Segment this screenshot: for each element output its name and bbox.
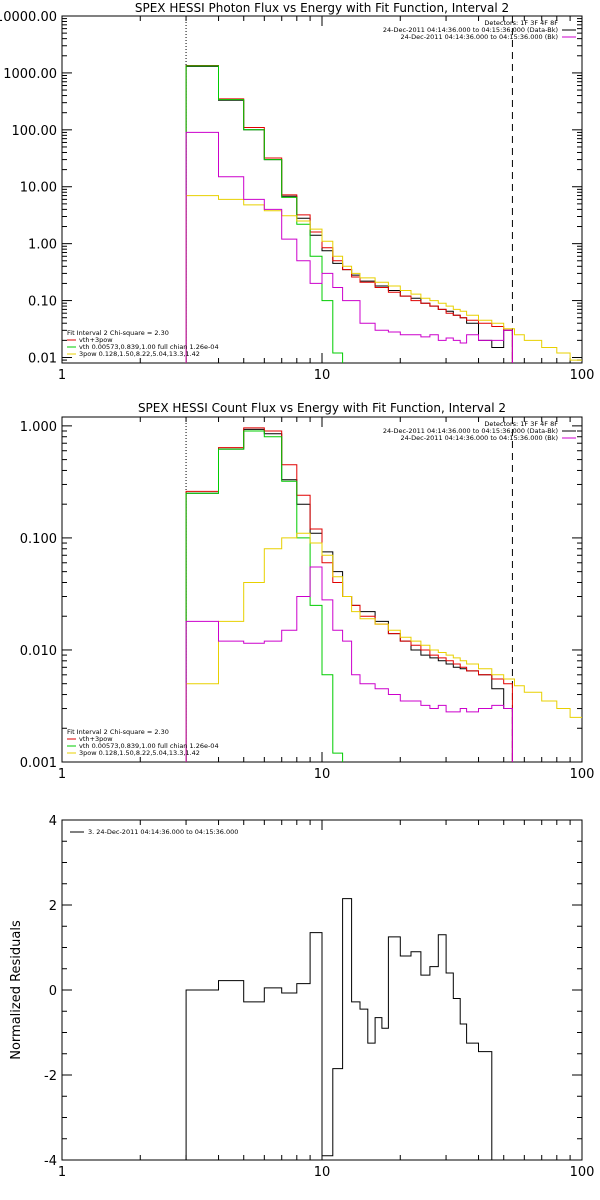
- count-series-line-3: [185, 532, 582, 762]
- residual-legend-text: 3. 24-Dec-2011 04:14:36.000 to 04:15:36.…: [88, 828, 238, 836]
- count-legend-text: Fit Interval 2 Chi-square = 2.30: [67, 728, 169, 736]
- photon-series-line-1: [185, 65, 513, 363]
- residual-y-tick-label: 4: [49, 814, 57, 829]
- photon-y-tick-label: 10.00: [20, 181, 57, 196]
- residual-y-tick-label: 0: [49, 984, 57, 999]
- photon-y-tick-label: 0.01: [28, 351, 57, 366]
- photon-series-line-0: [185, 65, 513, 363]
- photon-x-tick-label: 100: [570, 368, 595, 383]
- photon-series-line-3: [185, 195, 582, 363]
- count-y-tick-label: 1.000: [20, 420, 57, 435]
- photon-legend-text: 24-Dec-2011 04:14:36.000 to 04:15:36.000…: [401, 33, 559, 41]
- residual-y-tick-label: 2: [49, 899, 57, 914]
- count-series-line-2: [185, 430, 344, 762]
- count-legend-text: 24-Dec-2011 04:14:36.000 to 04:15:36.000…: [383, 427, 558, 435]
- photon-legend-text: vth 0.00573,0.839,1.00 full chian 1.26e-…: [79, 343, 219, 351]
- photon-y-tick-label: 1000.00: [3, 67, 57, 82]
- residual-x-tick-label: 10: [314, 1165, 331, 1180]
- residual-x-tick-label: 100: [570, 1165, 595, 1180]
- residual-series-line-0: [185, 898, 504, 1161]
- count-legend-text: vth+3pow: [79, 735, 113, 743]
- count-chart-title: SPEX HESSI Count Flux vs Energy with Fit…: [138, 401, 506, 415]
- photon-chart-title: SPEX HESSI Photon Flux vs Energy with Fi…: [135, 1, 509, 15]
- count-x-tick-label: 10: [314, 767, 331, 782]
- residual-y-axis-label: Normalized Residuals: [9, 920, 24, 1060]
- count-legend-text: 3pow 0.128,1.50,8.22,5.04,13.3,1.42: [79, 749, 200, 757]
- count-legend-text: 24-Dec-2011 04:14:36.000 to 04:15:36.000…: [401, 434, 559, 442]
- photon-y-tick-label: 100.00: [12, 124, 58, 139]
- count-y-tick-label: 0.010: [20, 644, 57, 659]
- count-y-tick-label: 0.100: [20, 532, 57, 547]
- residual-x-tick-label: 1: [58, 1165, 66, 1180]
- photon-y-tick-label: 1.00: [28, 238, 57, 253]
- photon-plot-frame: [61, 15, 583, 364]
- count-legend-text: Detectors: 1F 3F 4F 8F: [484, 420, 558, 428]
- photon-y-tick-label: 0.10: [28, 295, 57, 310]
- count-x-tick-label: 100: [570, 767, 595, 782]
- count-legend-text: vth 0.00573,0.839,1.00 full chian 1.26e-…: [79, 742, 219, 750]
- photon-legend-text: 3pow 0.128,1.50,8.22,5.04,13.3,1.42: [79, 350, 200, 358]
- photon-x-tick-label: 1: [58, 368, 66, 383]
- photon-x-tick-label: 10: [314, 368, 331, 383]
- photon-y-tick-label: 10000.00: [0, 10, 57, 25]
- photon-legend-text: vth+3pow: [79, 336, 113, 344]
- residual-y-tick-label: -2: [44, 1069, 57, 1084]
- photon-legend-text: Fit Interval 2 Chi-square = 2.30: [67, 329, 169, 337]
- photon-legend-text: 24-Dec-2011 04:14:36.000 to 04:15:36.000…: [383, 26, 558, 34]
- photon-series-line-4: [185, 131, 513, 363]
- count-series-line-0: [185, 428, 513, 762]
- photon-series-line-2: [185, 65, 344, 363]
- photon-legend-text: Detectors: 1F 3F 4F 8F: [484, 19, 558, 27]
- residual-y-tick-label: -4: [44, 1154, 57, 1169]
- count-y-tick-label: 0.001: [20, 756, 57, 771]
- count-series-line-1: [185, 427, 513, 762]
- count-series-line-4: [185, 566, 513, 762]
- count-x-tick-label: 1: [58, 767, 66, 782]
